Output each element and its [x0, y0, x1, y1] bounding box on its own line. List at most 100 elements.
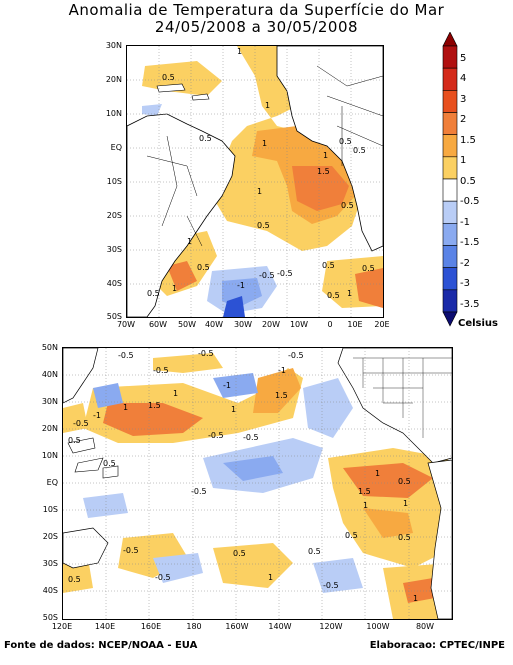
atlantic-map-svg: 1 0.5 1 0.5 0.5 1 1 0.5 1.5 1 0.5 1 0.5 … — [127, 46, 383, 317]
legend-level: 4 — [460, 73, 467, 84]
legend-swatch — [442, 223, 458, 246]
contour-label: 1 — [173, 389, 178, 398]
atlantic-anomaly-map: 1 0.5 1 0.5 0.5 1 1 0.5 1.5 1 0.5 1 0.5 … — [126, 45, 384, 318]
lat-tick: 10N — [105, 109, 122, 118]
legend-level: -1 — [460, 217, 470, 228]
warm-region — [153, 353, 223, 373]
legend-swatch — [442, 267, 458, 291]
lon-tick: 20W — [261, 320, 281, 329]
lat-tick: EQ — [46, 478, 58, 487]
contour-label: -1 — [237, 281, 245, 290]
south-america-land — [127, 113, 236, 317]
contour-label: -0.5 — [243, 433, 259, 442]
contour-label: -0.5 — [73, 419, 89, 428]
contour-label: -1 — [223, 381, 231, 390]
contour-label: -0.5 — [198, 349, 214, 358]
lon-tick: 120W — [319, 622, 343, 631]
contour-label: 0.5 — [341, 201, 354, 210]
contour-label: 0.5 — [197, 263, 210, 272]
warm-region — [63, 403, 88, 433]
contour-label: -0.5 — [277, 269, 293, 278]
warm-region — [292, 166, 349, 211]
lon-tick: 100W — [366, 622, 390, 631]
legend-level: 1.5 — [460, 135, 476, 146]
contour-labels: 1 0.5 1 0.5 0.5 1 1 0.5 1.5 1 0.5 1 0.5 … — [147, 47, 375, 300]
pacific-anomaly-map: -0.5 -0.5 -0.5 -1 1 1.5 1 -0.5 -1 1.5 1 … — [62, 347, 453, 620]
lon-tick: 160E — [140, 622, 162, 631]
cool-region — [153, 553, 203, 583]
contour-label: -0.5 — [288, 351, 304, 360]
contour-label: -0.5 — [155, 573, 171, 582]
legend-swatch — [442, 45, 458, 69]
cool-region — [83, 493, 128, 518]
lon-tick: 10E — [347, 320, 363, 329]
contour-label: 0.5 — [398, 477, 411, 486]
contour-label: 0.5 — [68, 575, 81, 584]
australia-land — [63, 527, 109, 569]
north-america-land — [337, 348, 452, 464]
contour-label: 0.5 — [68, 436, 81, 445]
lon-tick: 140E — [94, 622, 116, 631]
lon-tick: 40W — [204, 320, 224, 329]
legend-swatch — [442, 289, 458, 313]
legend-swatch — [442, 178, 458, 202]
lat-tick: 20S — [106, 211, 122, 220]
contour-label: -1 — [278, 366, 286, 375]
lat-tick: 30N — [105, 41, 122, 50]
legend-swatch — [442, 67, 458, 91]
warm-region — [103, 403, 203, 436]
contour-label: 1 — [257, 187, 262, 196]
contour-label: 0.5 — [162, 73, 175, 82]
pacific-map-svg: -0.5 -0.5 -0.5 -1 1 1.5 1 -0.5 -1 1.5 1 … — [63, 348, 452, 619]
warm-region — [403, 578, 435, 603]
lon-tick: 70W — [116, 320, 136, 329]
contour-label: 1 — [172, 284, 177, 293]
contour-label: 1 — [123, 403, 128, 412]
contour-label: 0.5 — [147, 289, 160, 298]
contour-label: 1.5 — [358, 487, 371, 496]
lat-tick: 30S — [42, 559, 58, 568]
island-land — [67, 437, 119, 479]
contour-label: 1 — [237, 47, 242, 56]
graticule — [63, 348, 452, 619]
lat-tick: 10N — [41, 451, 58, 460]
warm-region — [167, 261, 197, 291]
contour-label: -0.5 — [323, 581, 339, 590]
contour-label: -0.5 — [191, 487, 207, 496]
contour-label: 0.5 — [353, 146, 366, 155]
legend-unit: Celsius — [458, 318, 498, 329]
cool-region — [223, 456, 283, 481]
contour-label: 0.5 — [103, 459, 116, 468]
legend-level: -0.5 — [460, 196, 480, 207]
lat-tick: 50S — [106, 312, 122, 321]
contour-label: 1 — [363, 501, 368, 510]
legend-swatch — [442, 156, 458, 180]
contour-label: 1 — [231, 405, 236, 414]
cool-region — [213, 373, 258, 398]
map-title: Anomalia de Temperatura da Superfície do… — [68, 1, 445, 19]
lat-tick: 20S — [42, 532, 58, 541]
lon-tick: 80W — [415, 622, 435, 631]
contour-label: 0.5 — [199, 134, 212, 143]
legend-level: -3 — [460, 278, 470, 289]
contour-label: 1.5 — [317, 167, 330, 176]
contour-label: 1.5 — [275, 391, 288, 400]
lon-tick: 20E — [374, 320, 390, 329]
color-scale-legend: 5 4 3 2 1.5 1 0.5 -0.5 -1 -1.5 -2 -3 -3.… — [440, 31, 513, 332]
contour-label: 0.5 — [345, 531, 358, 540]
legend-swatch — [442, 90, 458, 113]
contour-label: 0.5 — [362, 264, 375, 273]
contour-label: 1 — [323, 151, 328, 160]
warm-region — [213, 543, 293, 588]
contour-label: 1 — [375, 469, 380, 478]
contour-label: -0.5 — [123, 546, 139, 555]
contour-label: -0.5 — [208, 431, 224, 440]
cool-region — [303, 378, 353, 438]
lat-tick: 50S — [42, 613, 58, 622]
legend-level: 5 — [460, 53, 467, 64]
lon-tick: 140W — [268, 622, 292, 631]
contour-label: -0.5 — [118, 351, 134, 360]
lat-tick: 40N — [41, 370, 58, 379]
contour-label: 1 — [262, 139, 267, 148]
legend-level: 1 — [460, 155, 467, 166]
